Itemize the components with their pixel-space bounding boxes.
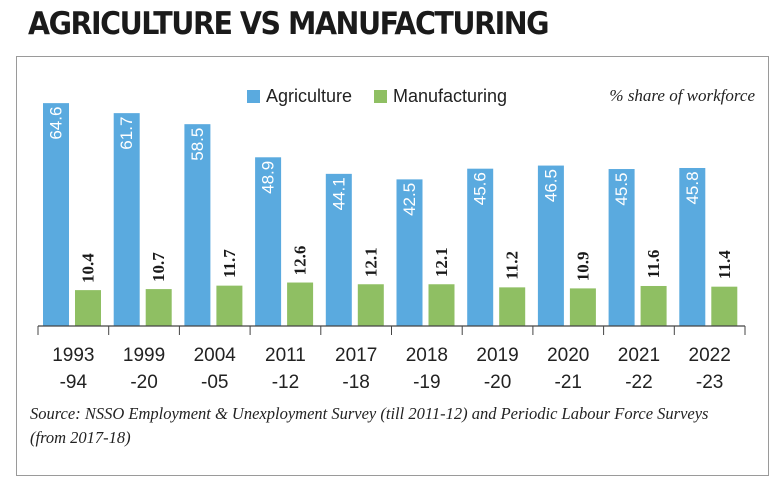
- bar-manufacturing: [216, 285, 243, 326]
- legend-label-agriculture: Agriculture: [266, 85, 353, 106]
- x-tick-label-suffix: -21: [555, 372, 582, 393]
- bar-manufacturing: [428, 284, 455, 326]
- data-label-manufacturing: 11.6: [644, 250, 663, 279]
- x-tick-label-suffix: -20: [130, 372, 157, 393]
- data-label-agriculture: 61.7: [117, 117, 136, 150]
- x-tick-label: 2017: [335, 345, 377, 366]
- bar-agriculture: [537, 165, 564, 326]
- legend-item-manufacturing: Manufacturing: [374, 84, 507, 108]
- bar-manufacturing: [499, 287, 526, 326]
- data-label-manufacturing: 10.4: [79, 253, 98, 283]
- bar-manufacturing: [287, 282, 314, 326]
- x-tick-label: 2011: [265, 345, 306, 366]
- bar-manufacturing: [711, 286, 738, 326]
- bar-agriculture: [113, 113, 140, 326]
- data-label-manufacturing: 11.4: [715, 250, 734, 279]
- bar-agriculture: [255, 157, 282, 326]
- legend-swatch-agriculture: [247, 89, 260, 103]
- data-label-manufacturing: 11.7: [220, 249, 239, 278]
- bar-manufacturing: [357, 284, 384, 326]
- chart-frame: [16, 56, 769, 476]
- bar-manufacturing: [569, 288, 596, 326]
- data-label-manufacturing: 11.2: [503, 251, 522, 280]
- bar-agriculture: [43, 103, 69, 326]
- legend-item-agriculture: Agriculture: [247, 84, 352, 108]
- x-tick-label: 2004: [194, 345, 237, 366]
- data-label-manufacturing: 12.1: [432, 247, 451, 277]
- x-tick-label-suffix: -12: [272, 372, 299, 393]
- source-note: Source: NSSO Employment & Unexployment S…: [30, 404, 709, 447]
- x-tick-label: 2022: [689, 345, 731, 366]
- data-label-manufacturing: 12.6: [291, 246, 310, 276]
- bar-manufacturing: [145, 289, 172, 326]
- chart-title: AGRICULTURE VS MANUFACTURING: [28, 6, 550, 42]
- data-label-agriculture: 48.9: [259, 161, 278, 194]
- data-label-agriculture: 44.1: [329, 177, 348, 210]
- bar-agriculture: [467, 168, 494, 326]
- x-tick-label-suffix: -94: [60, 372, 88, 393]
- x-tick-label-suffix: -23: [696, 372, 723, 393]
- legend-label-manufacturing: Manufacturing: [393, 85, 508, 106]
- x-tick-label: 2021: [618, 345, 660, 366]
- x-tick-label: 1993: [52, 345, 94, 366]
- x-tick-label-suffix: -20: [484, 372, 511, 393]
- data-label-manufacturing: 12.1: [361, 247, 380, 277]
- bar-agriculture: [184, 124, 211, 326]
- data-label-agriculture: 58.5: [188, 128, 207, 161]
- bar-agriculture: [608, 169, 635, 326]
- x-tick-label: 2018: [406, 345, 448, 366]
- data-label-agriculture: 45.5: [612, 172, 631, 205]
- bar-manufacturing: [640, 285, 667, 326]
- data-label-agriculture: 42.5: [400, 183, 419, 216]
- bar-manufacturing: [75, 290, 101, 326]
- data-label-agriculture: 45.8: [683, 171, 702, 204]
- x-tick-label: 1999: [123, 345, 165, 366]
- legend-swatch-manufacturing: [374, 89, 387, 103]
- x-tick-label-suffix: -05: [201, 372, 228, 393]
- unit-note: % share of workforce: [609, 86, 755, 105]
- data-label-agriculture: 45.6: [471, 172, 490, 205]
- x-tick-label: 2019: [476, 345, 518, 366]
- data-label-manufacturing: 10.9: [573, 252, 592, 282]
- x-tick-label-suffix: -18: [342, 372, 369, 393]
- x-tick-label-suffix: -19: [413, 372, 440, 393]
- data-label-manufacturing: 10.7: [149, 252, 168, 282]
- bar-agriculture: [679, 167, 706, 326]
- data-label-agriculture: 46.5: [541, 169, 560, 202]
- x-tick-label: 2020: [547, 345, 589, 366]
- bar-agriculture: [396, 179, 423, 326]
- bar-agriculture: [325, 173, 352, 326]
- x-tick-label-suffix: -22: [625, 372, 652, 393]
- data-label-agriculture: 64.6: [47, 107, 66, 140]
